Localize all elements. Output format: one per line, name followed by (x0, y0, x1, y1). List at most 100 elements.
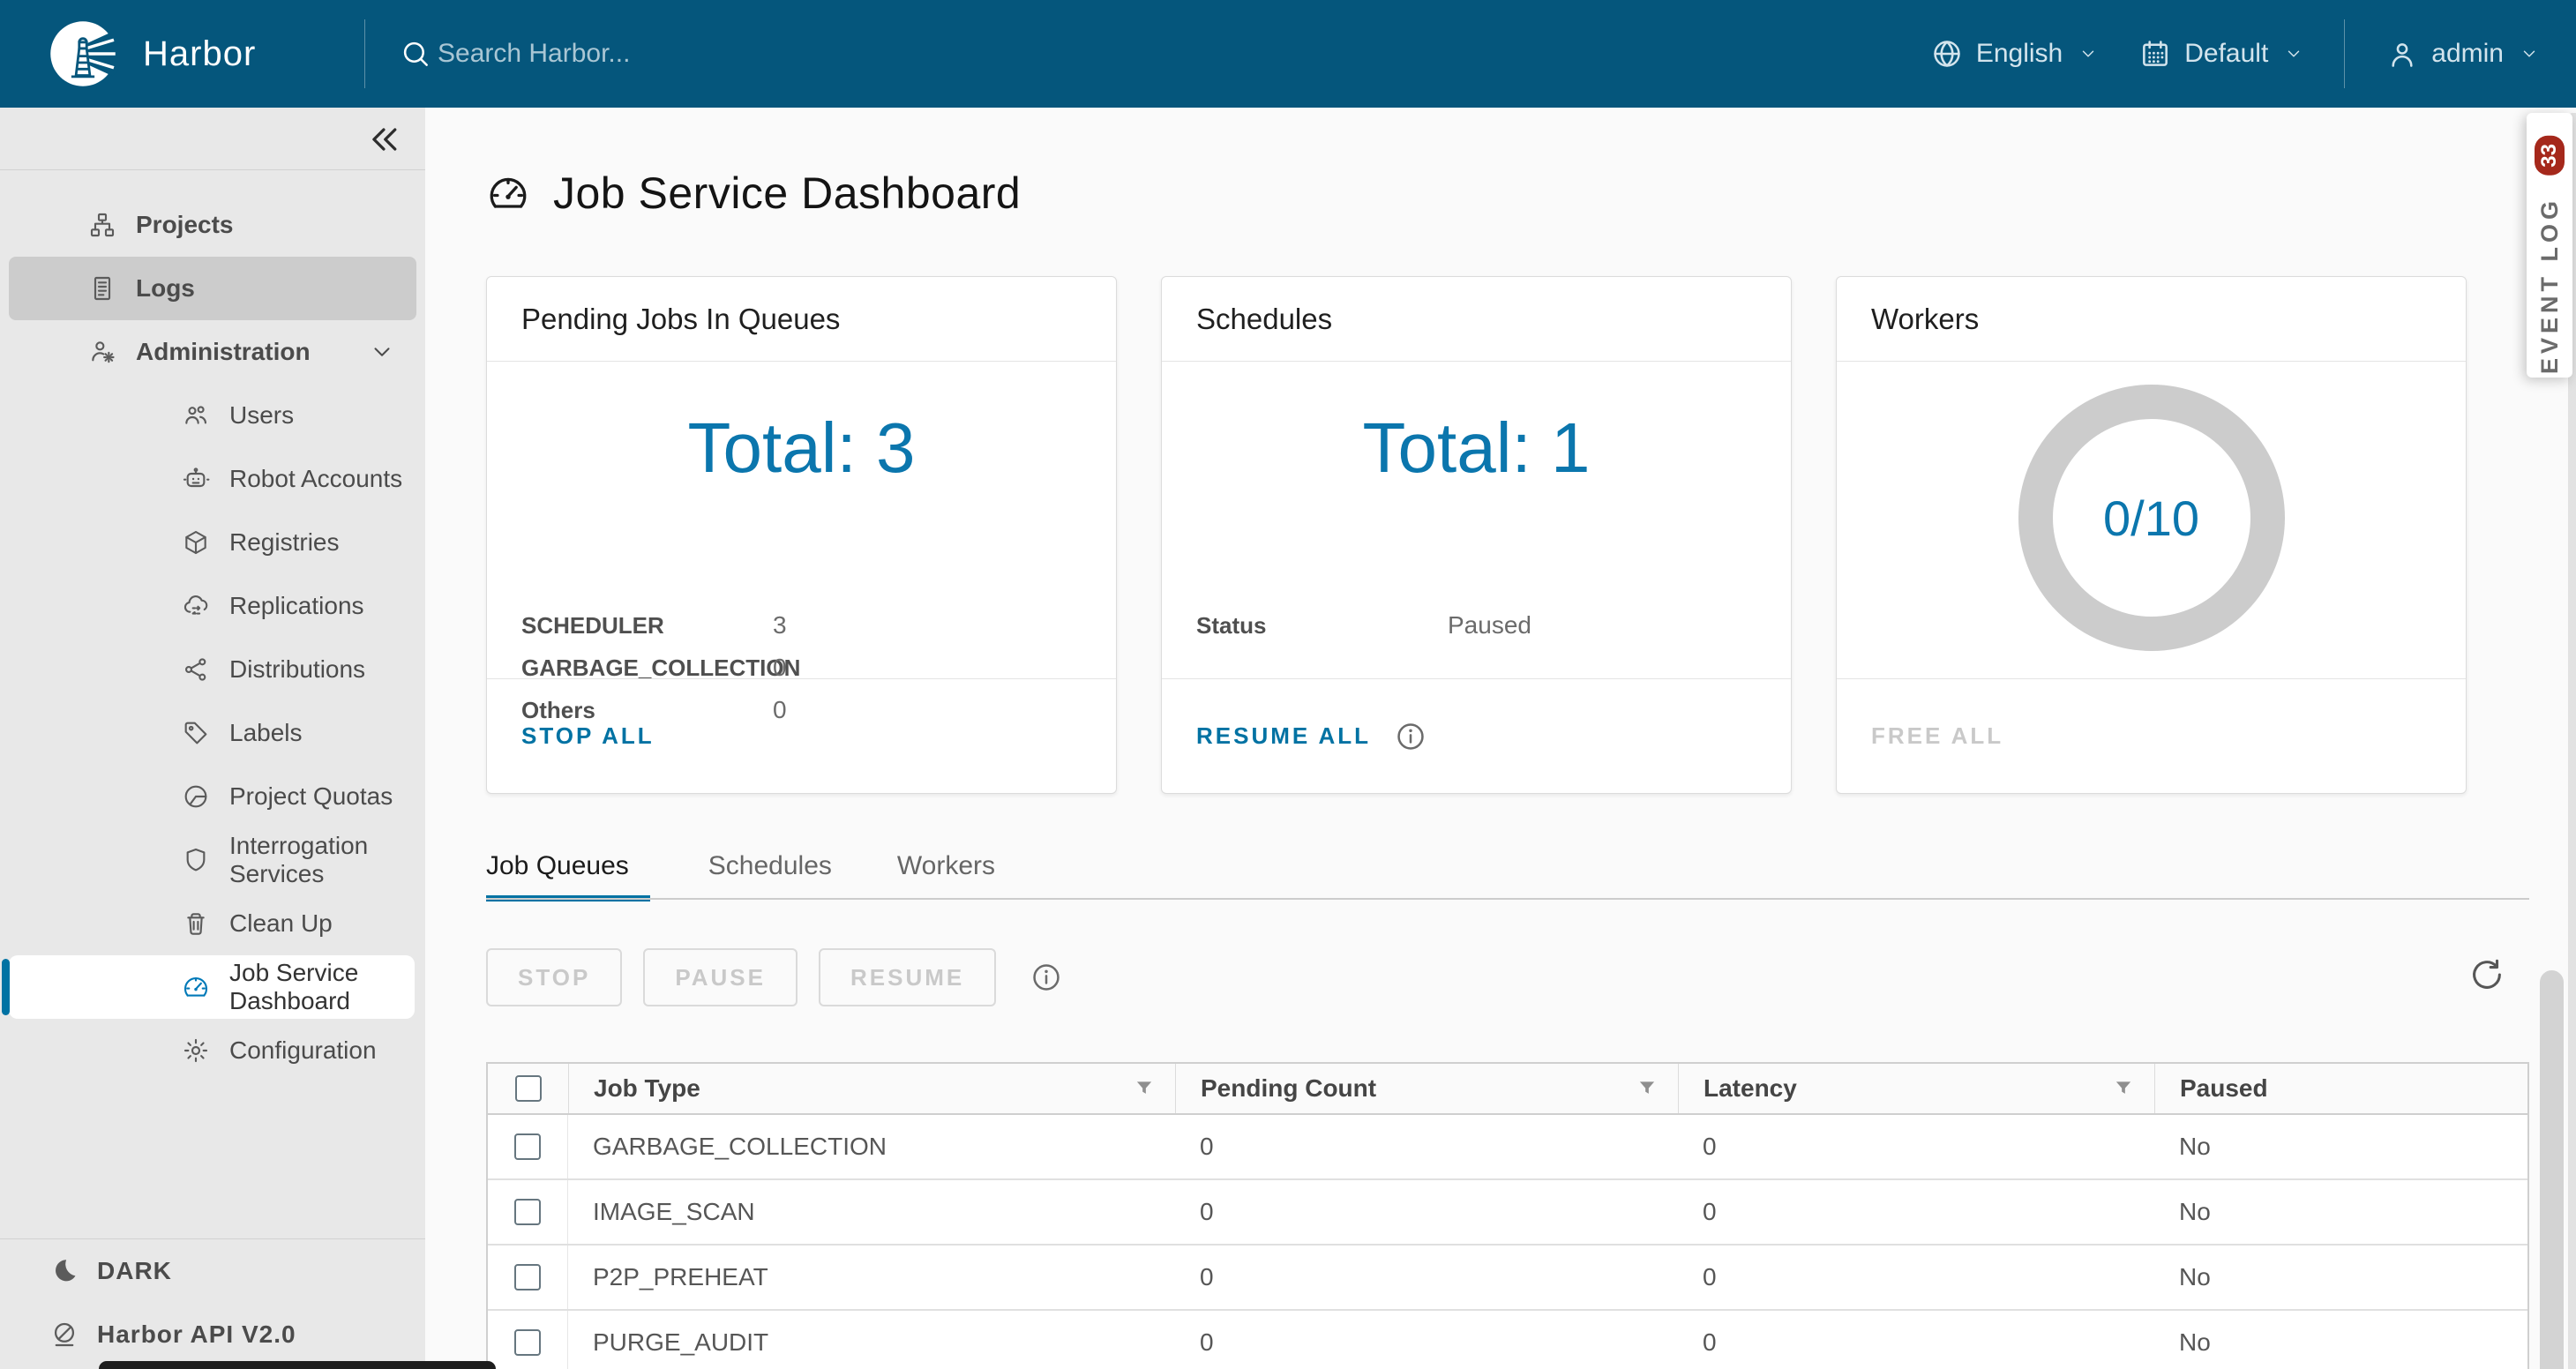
stop-all-link[interactable]: STOP ALL (521, 722, 655, 749)
registry-dropdown[interactable]: Default (2138, 37, 2303, 71)
event-log-tab[interactable]: 33 EVENT LOG (2527, 113, 2572, 378)
cell-latency: 0 (1703, 1198, 1717, 1225)
pie-icon (184, 785, 207, 808)
sidebar-collapse-button[interactable] (363, 120, 402, 159)
active-indicator (2, 959, 10, 1015)
header-divider (364, 19, 365, 88)
sidebar-item-label: Administration (136, 338, 311, 365)
column-label: Job Type (594, 1074, 700, 1102)
event-log-badge: 33 (2535, 136, 2565, 176)
stat-value: 0 (773, 654, 787, 681)
moon-icon (56, 1260, 76, 1282)
sidebar-item-projects[interactable]: Projects (0, 193, 425, 257)
sidebar-item-logs[interactable]: Logs (9, 257, 416, 320)
column-header-paused: Paused (2154, 1064, 2527, 1113)
table-row: GARBAGE_COLLECTION 0 0 No (488, 1115, 2527, 1180)
row-checkbox[interactable] (514, 1133, 541, 1160)
sidebar-item-label: Interrogation Services (229, 832, 369, 887)
page-title: Job Service Dashboard (486, 168, 1021, 219)
tab-workers[interactable]: Workers (896, 851, 996, 880)
column-label: Paused (2180, 1074, 2268, 1102)
app-header: Harbor English Default (0, 0, 2576, 108)
sidebar-item-label: Job Service Dashboard (229, 959, 359, 1014)
schedules-total: Total: 1 (1362, 408, 1591, 487)
harbor-api-link[interactable]: Harbor API V2.0 (0, 1303, 425, 1366)
language-label: English (1975, 39, 2063, 68)
scrollbar-track[interactable] (2568, 113, 2576, 1369)
harbor-logo-icon[interactable] (46, 17, 120, 91)
cell-paused: No (2179, 1328, 2211, 1356)
sidebar-item-label: Projects (136, 211, 234, 238)
chevron-down-icon (374, 348, 390, 356)
sidebar-item-label: Logs (136, 274, 195, 302)
sidebar-item-label: Registries (229, 528, 340, 556)
cell-latency: 0 (1703, 1328, 1717, 1356)
refresh-icon[interactable] (2467, 954, 2507, 995)
sidebar-item-configuration[interactable]: Configuration (0, 1019, 425, 1082)
theme-toggle-dark[interactable]: DARK (0, 1239, 425, 1303)
api-icon (54, 1322, 75, 1347)
tab-schedules[interactable]: Schedules (708, 851, 832, 880)
sidebar-item-job-service-dashboard[interactable]: Job Service Dashboard (2, 955, 415, 1019)
row-checkbox[interactable] (514, 1329, 541, 1356)
chevron-down-icon (2082, 50, 2094, 57)
share-icon (184, 658, 206, 681)
card-title: Workers (1837, 277, 2466, 362)
select-all-checkbox[interactable] (514, 1075, 542, 1102)
sidebar-item-registries[interactable]: Registries (0, 511, 425, 574)
sidebar-item-users[interactable]: Users (0, 384, 425, 447)
registry-grid-icon (2143, 41, 2168, 66)
column-label: Latency (1704, 1074, 1797, 1102)
cell-latency: 0 (1703, 1133, 1717, 1160)
queue-toolbar: STOP PAUSE RESUME (486, 948, 1063, 1006)
info-icon[interactable] (1394, 720, 1427, 753)
row-checkbox[interactable] (514, 1264, 541, 1290)
sidebar-item-robot-accounts[interactable]: Robot Accounts (0, 447, 425, 511)
search-input[interactable] (438, 39, 932, 69)
tab-job-queues[interactable]: Job Queues (486, 851, 650, 901)
select-all-cell (488, 1064, 568, 1113)
stat-row: SCHEDULER 3 (521, 605, 1082, 647)
stop-button[interactable]: STOP (486, 948, 623, 1006)
sidebar-item-administration[interactable]: Administration (0, 320, 425, 384)
header-divider (2344, 19, 2346, 88)
stat-label: SCHEDULER (521, 612, 664, 639)
sidebar-item-distributions[interactable]: Distributions (0, 638, 425, 701)
event-log-label: EVENT LOG (2535, 196, 2563, 374)
sidebar-item-label: Robot Accounts (229, 465, 403, 492)
resume-all-link[interactable]: RESUME ALL (1196, 722, 1372, 749)
row-checkbox[interactable] (514, 1199, 541, 1225)
chevron-down-icon (2523, 50, 2535, 57)
sidebar-item-project-quotas[interactable]: Project Quotas (0, 765, 425, 828)
tab-bar: Job Queues Schedules Workers (486, 851, 1002, 901)
gauge-icon (183, 977, 208, 997)
sidebar-item-labels[interactable]: Labels (0, 701, 425, 765)
sidebar-item-replications[interactable]: Replications (0, 574, 425, 638)
table-row: IMAGE_SCAN 0 0 No (488, 1180, 2527, 1246)
scrollbar-thumb[interactable] (2540, 970, 2564, 1369)
stat-label: GARBAGE_COLLECTION (521, 655, 801, 681)
free-all-link[interactable]: FREE ALL (1871, 722, 2004, 749)
pause-button[interactable]: PAUSE (643, 948, 798, 1006)
filter-icon[interactable] (1636, 1077, 1659, 1100)
user-menu[interactable]: admin (2385, 37, 2539, 71)
sidebar: Projects Logs Administration Users (0, 108, 425, 1369)
cell-job-type: P2P_PREHEAT (593, 1263, 768, 1290)
cell-pending-count: 0 (1200, 1133, 1214, 1160)
main-content: Job Service Dashboard Pending Jobs In Qu… (425, 108, 2576, 1369)
sidebar-item-interrogation-services[interactable]: Interrogation Services (0, 828, 425, 892)
sidebar-item-label: Distributions (229, 655, 366, 683)
gauge-icon (490, 177, 527, 208)
info-icon[interactable] (1030, 961, 1063, 994)
sidebar-item-clean-up[interactable]: Clean Up (0, 892, 425, 955)
filter-icon[interactable] (1133, 1077, 1156, 1100)
stat-row: Others 0 (521, 690, 1082, 732)
users-icon (185, 406, 206, 424)
cloud-icon (183, 595, 208, 615)
language-dropdown[interactable]: English (1930, 37, 2098, 71)
resume-button[interactable]: RESUME (818, 948, 997, 1006)
registry-label: Default (2184, 39, 2269, 68)
trash-icon (187, 913, 205, 935)
stat-row: GARBAGE_COLLECTION 0 (521, 647, 1082, 690)
filter-icon[interactable] (2112, 1077, 2135, 1100)
